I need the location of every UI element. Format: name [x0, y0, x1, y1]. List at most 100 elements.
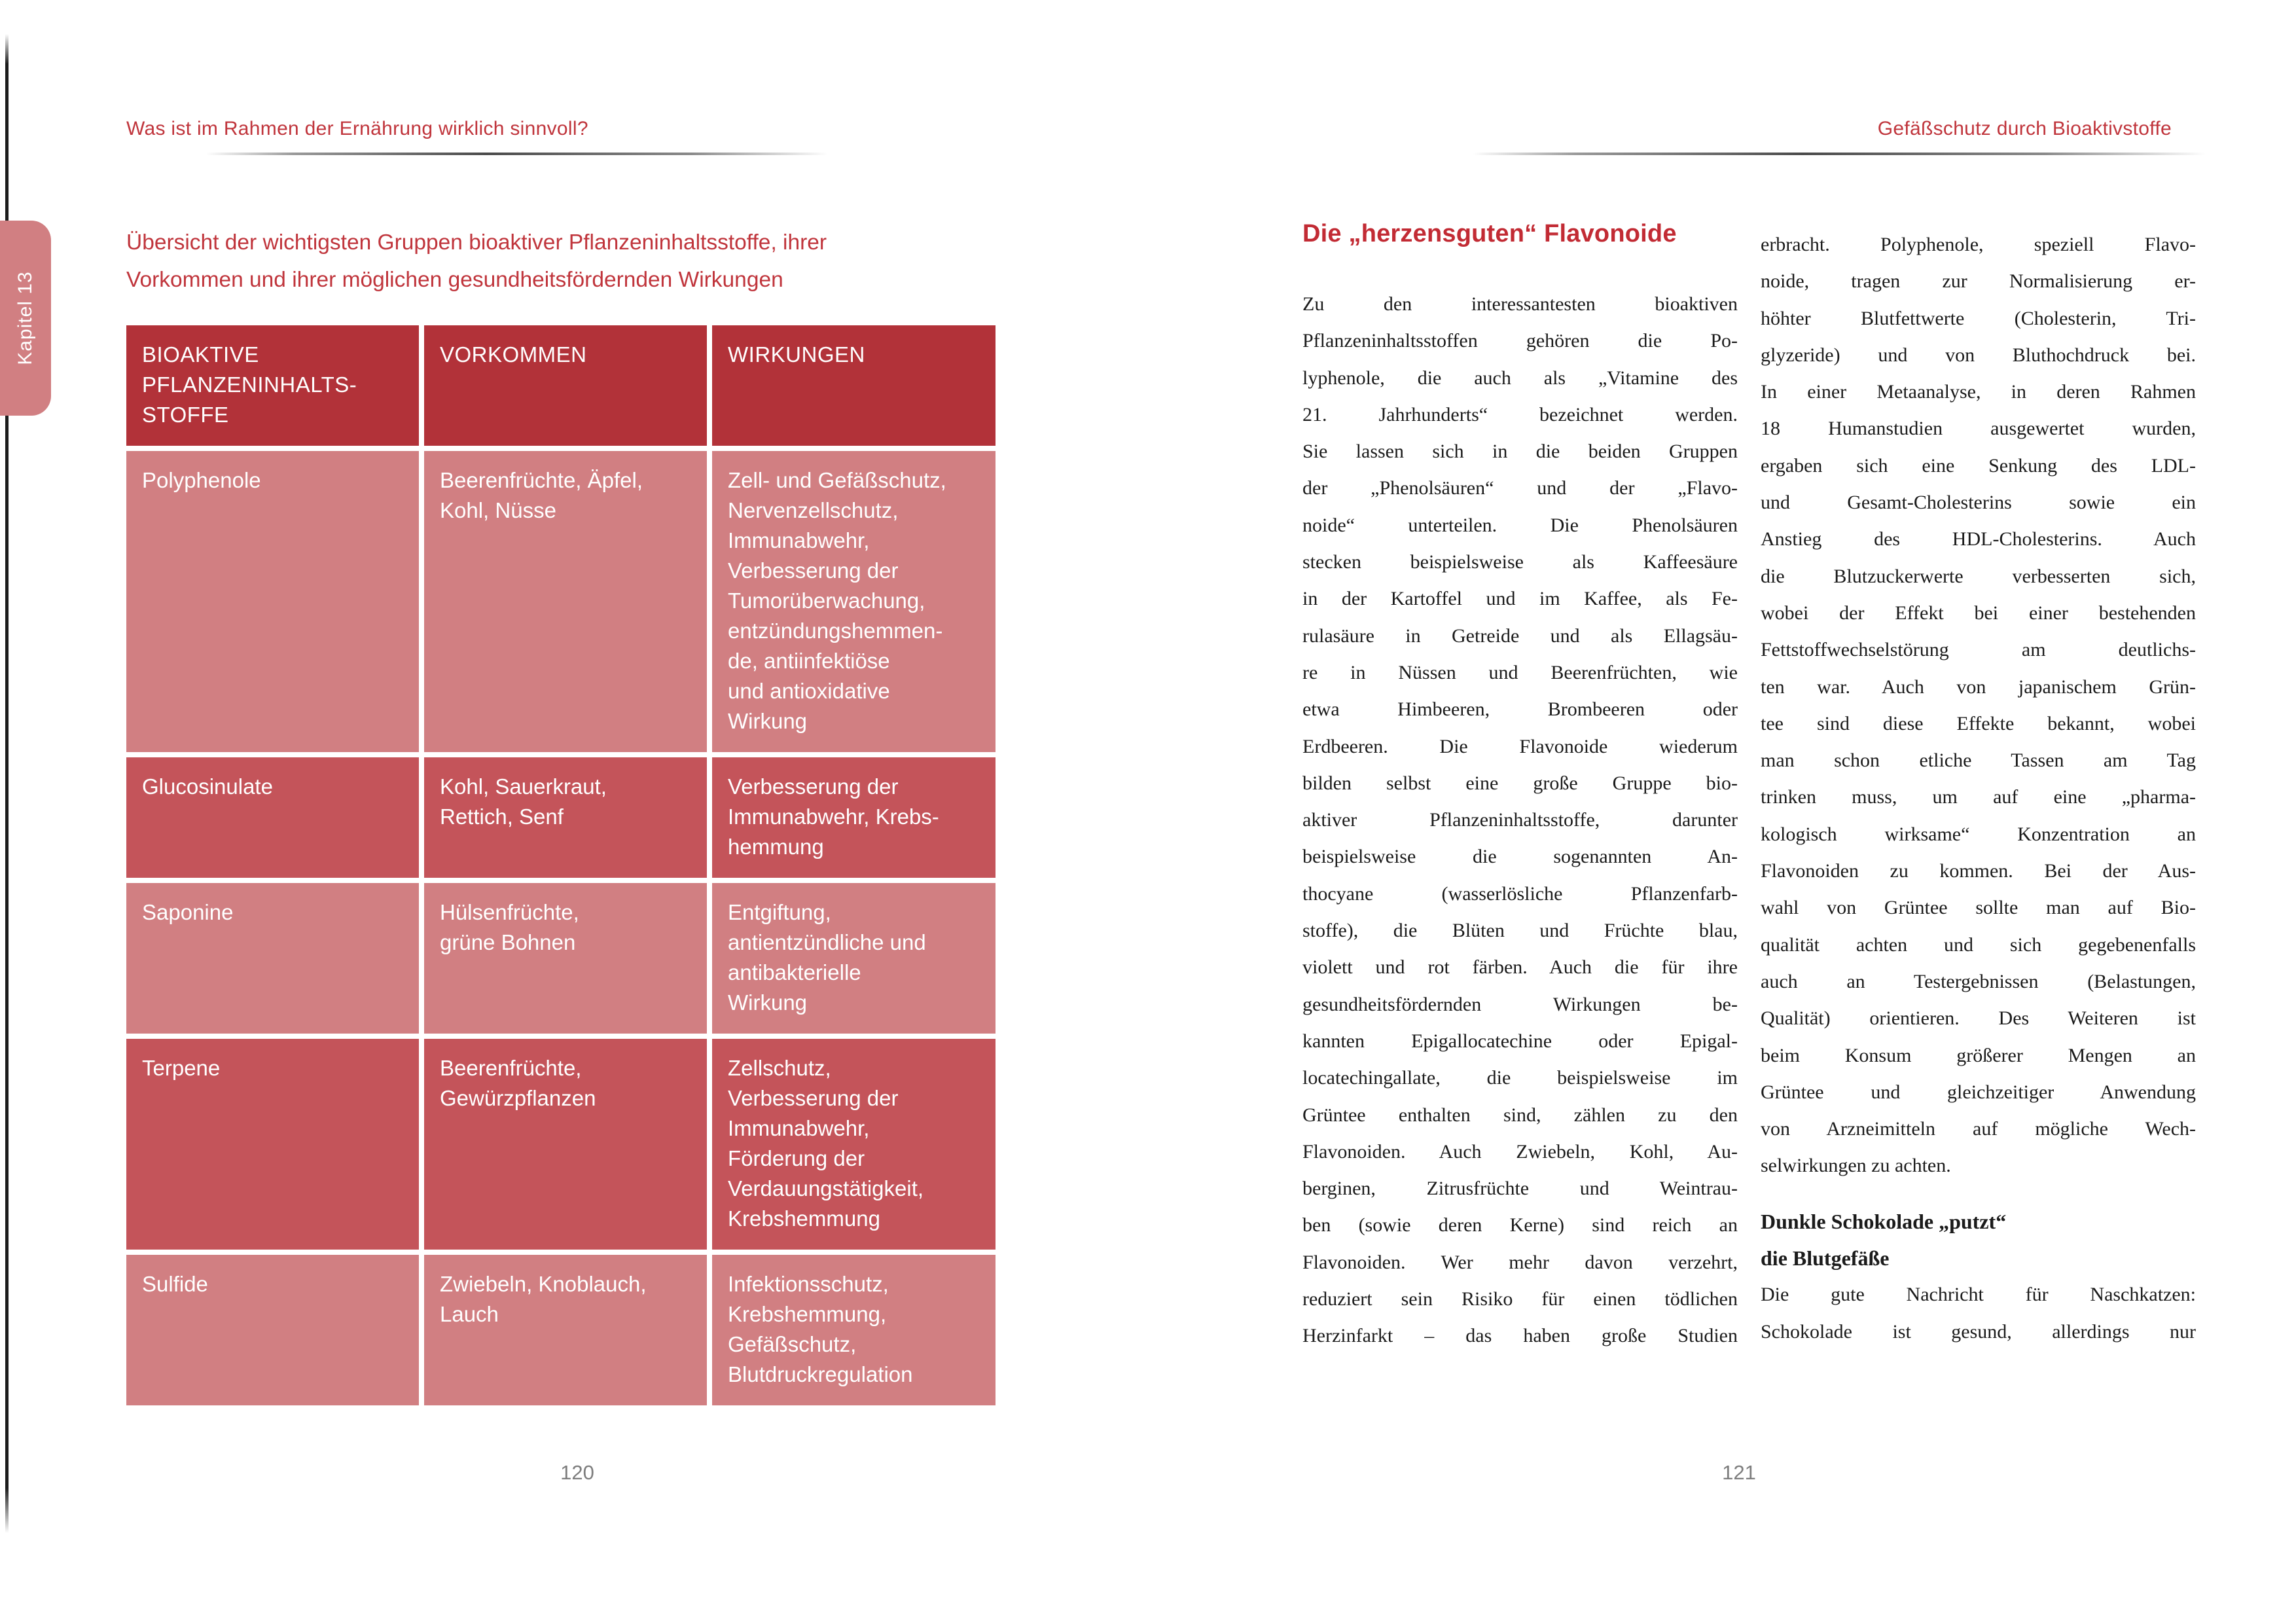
chapter-tab: Kapitel 13	[0, 221, 51, 416]
body-line: Flavonoiden. Auch Zwiebeln, Kohl, Au-	[1302, 1140, 1738, 1163]
page-number-left: 120	[560, 1461, 594, 1484]
table-cell: Glucosinulate	[126, 757, 419, 878]
body-line: lyphenole, die auch als „Vitamine des	[1302, 367, 1738, 389]
table-cell-line: Zell- und Gefäßschutz,	[728, 468, 946, 492]
body-line: Schokolade ist gesund, allerdings nur	[1761, 1320, 2196, 1343]
table-cell-line: Lauch	[440, 1302, 499, 1326]
table-cell-line: Beerenfrüchte, Äpfel,	[440, 468, 643, 492]
body-line: stoffe), die Blüten und Früchte blau,	[1302, 920, 1738, 942]
table-cell-line: VORKOMMEN	[440, 342, 587, 367]
chapter-tab-label: Kapitel 13	[14, 271, 36, 365]
table-cell-line: Blutdruckregulation	[728, 1362, 913, 1386]
body-line: kologisch wirksame“ Konzentration an	[1761, 823, 2196, 845]
body-line: auch an Testergebnissen (Belastungen,	[1761, 970, 2196, 992]
table-cell-line: Gefäßschutz,	[728, 1332, 857, 1356]
body-line	[1761, 1185, 2196, 1203]
table-cell-line: Terpene	[142, 1056, 221, 1080]
body-line: stecken beispielsweise als Kaffeesäure	[1302, 551, 1738, 573]
bioactive-compounds-table: BIOAKTIVE PFLANZENINHALTS- STOFFE VORKOMMEN…	[126, 325, 996, 1405]
body-line: noide“ unterteilen. Die Phenolsäuren	[1302, 514, 1738, 536]
table-cell-line: Kohl, Sauerkraut,	[440, 774, 607, 799]
table-cell-line: Zwiebeln, Knoblauch,	[440, 1272, 647, 1296]
body-line: rulasäure in Getreide und als Ellagsäu-	[1302, 624, 1738, 647]
body-line: Flavonoiden zu kommen. Bei der Aus-	[1761, 860, 2196, 882]
right-running-head: Gefäßschutz durch Bioaktivstoffe	[1877, 118, 2172, 139]
body-line: man schon etliche Tassen am Tag	[1761, 749, 2196, 772]
body-line: gesundheitsfördernden Wirkungen be-	[1302, 993, 1738, 1015]
table-cell-line: Krebshemmung,	[728, 1302, 887, 1326]
table-cell: Verbesserung der Immunabwehr, Krebs-hemmu…	[712, 757, 996, 878]
body-line: 18 Humanstudien ausgewertet wurden,	[1761, 418, 2196, 440]
table-cell: Zell- und Gefäßschutz, Nervenzellschutz, I…	[712, 451, 996, 752]
table-cell-line: antientzündliche und	[728, 930, 926, 954]
body-line: ten war. Auch von japanischem Grün-	[1761, 676, 2196, 698]
table-cell-line: Krebshemmung	[728, 1206, 880, 1231]
body-line: In einer Metaanalyse, in deren Rahmen	[1761, 381, 2196, 403]
table-cell-line: Beerenfrüchte,	[440, 1056, 582, 1080]
table-title-line: Vorkommen und ihrer möglichen gesundheit…	[126, 268, 783, 292]
body-line: Fettstoffwechselstörung am deutlichs-	[1761, 639, 2196, 661]
table-cell-line: Verbesserung der	[728, 1086, 899, 1110]
body-line: Erdbeeren. Die Flavonoide wiederum	[1302, 735, 1738, 757]
body-line: Qualität) orientieren. Des Weiteren ist	[1761, 1007, 2196, 1030]
body-column-1: Zu den interessantesten bioaktiven Pflanz…	[1302, 286, 1738, 1355]
table-cell: Zwiebeln, Knoblauch, Lauch	[424, 1255, 707, 1405]
body-line: wobei der Effekt bei einer bestehenden	[1761, 602, 2196, 624]
table-cell-line: STOFFE	[142, 403, 229, 427]
table-cell-line: Zellschutz,	[728, 1056, 831, 1080]
body-line: der „Phenolsäuren“ und der „Flavo-	[1302, 477, 1738, 499]
table-title: Übersicht der wichtigsten Gruppen bioakt…	[126, 224, 1003, 298]
body-line: wahl von Grüntee sollte man auf Bio-	[1761, 897, 2196, 919]
table-cell-line: Immunabwehr,	[728, 528, 870, 552]
right-head-rule	[1473, 153, 2206, 155]
table-cell: Saponine	[126, 883, 419, 1034]
table-cell-line: und antioxidative	[728, 679, 890, 703]
page-number-right: 121	[1722, 1461, 1756, 1484]
body-line: von Arzneimitteln auf mögliche Wech-	[1761, 1118, 2196, 1140]
table-cell-line: Infektionsschutz,	[728, 1272, 889, 1296]
table-cell-line: Nervenzellschutz,	[728, 498, 899, 522]
table-cell-line: antibakterielle	[728, 960, 861, 984]
page-edge-line	[5, 34, 9, 1533]
table-cell-line: Gewürzpflanzen	[440, 1086, 596, 1110]
table-cell-line: Tumorüberwachung,	[728, 588, 925, 613]
body-line: Grüntee und gleichzeitiger Anwendung	[1761, 1081, 2196, 1103]
table-cell: Zellschutz, Verbesserung der Immunabwehr, F…	[712, 1039, 996, 1250]
body-line: tee sind diese Effekte bekannt, wobei	[1761, 712, 2196, 734]
left-head-rule	[206, 153, 828, 155]
table-cell-line: Förderung der	[728, 1146, 865, 1170]
body-line: die Blutzuckerwerte verbesserten sich,	[1761, 565, 2196, 587]
table-cell-line: Verbesserung der	[728, 774, 899, 799]
table-cell: Beerenfrüchte, Gewürzpflanzen	[424, 1039, 707, 1250]
table-title-line: Übersicht der wichtigsten Gruppen bioakt…	[126, 230, 827, 255]
body-line: in der Kartoffel und im Kaffee, als Fe-	[1302, 588, 1738, 610]
table-cell-line: entzündungshemmen-	[728, 619, 943, 643]
table-cell: Beerenfrüchte, Äpfel, Kohl, Nüsse	[424, 451, 707, 752]
table-cell-line: Glucosinulate	[142, 774, 273, 799]
table-cell-line: Verbesserung der	[728, 558, 899, 583]
table-cell-line: hemmung	[728, 835, 824, 859]
body-line: locatechingallate, die beispielsweise im	[1302, 1067, 1738, 1089]
table-cell-line: Rettich, Senf	[440, 804, 564, 829]
body-line: beim Konsum größerer Mengen an	[1761, 1044, 2196, 1066]
table-cell-line: Polyphenole	[142, 468, 261, 492]
table-cell: Infektionsschutz, Krebshemmung, Gefäßschut…	[712, 1255, 996, 1405]
body-line: und Gesamt-Cholesterins sowie ein	[1761, 492, 2196, 514]
body-line: thocyane (wasserlösliche Pflanzenfarb-	[1302, 882, 1738, 905]
table-cell: Sulfide	[126, 1255, 419, 1405]
body-line: Pflanzeninhaltsstoffen gehören die Po-	[1302, 330, 1738, 352]
subheading-line: Dunkle Schokolade „putzt“	[1761, 1209, 2007, 1233]
table-cell-line: Kohl, Nüsse	[440, 498, 556, 522]
table-cell-line: BIOAKTIVE	[142, 342, 259, 367]
body-line: Zu den interessantesten bioaktiven	[1302, 293, 1738, 315]
body-line: violett und rot färben. Auch die für ihr…	[1302, 956, 1738, 979]
table-cell-line: WIRKUNGEN	[728, 342, 865, 367]
body-line: bilden selbst eine große Gruppe bio-	[1302, 772, 1738, 794]
table-cell-line: Entgiftung,	[728, 900, 831, 924]
table-cell: Terpene	[126, 1039, 419, 1250]
body-line: selwirkungen zu achten.	[1761, 1155, 1951, 1177]
body-line: re in Nüssen und Beerenfrüchten, wie	[1302, 661, 1738, 683]
body-line: trinken muss, um auf eine „pharma-	[1761, 786, 2196, 808]
table-cell-line: Immunabwehr, Krebs-	[728, 804, 939, 829]
